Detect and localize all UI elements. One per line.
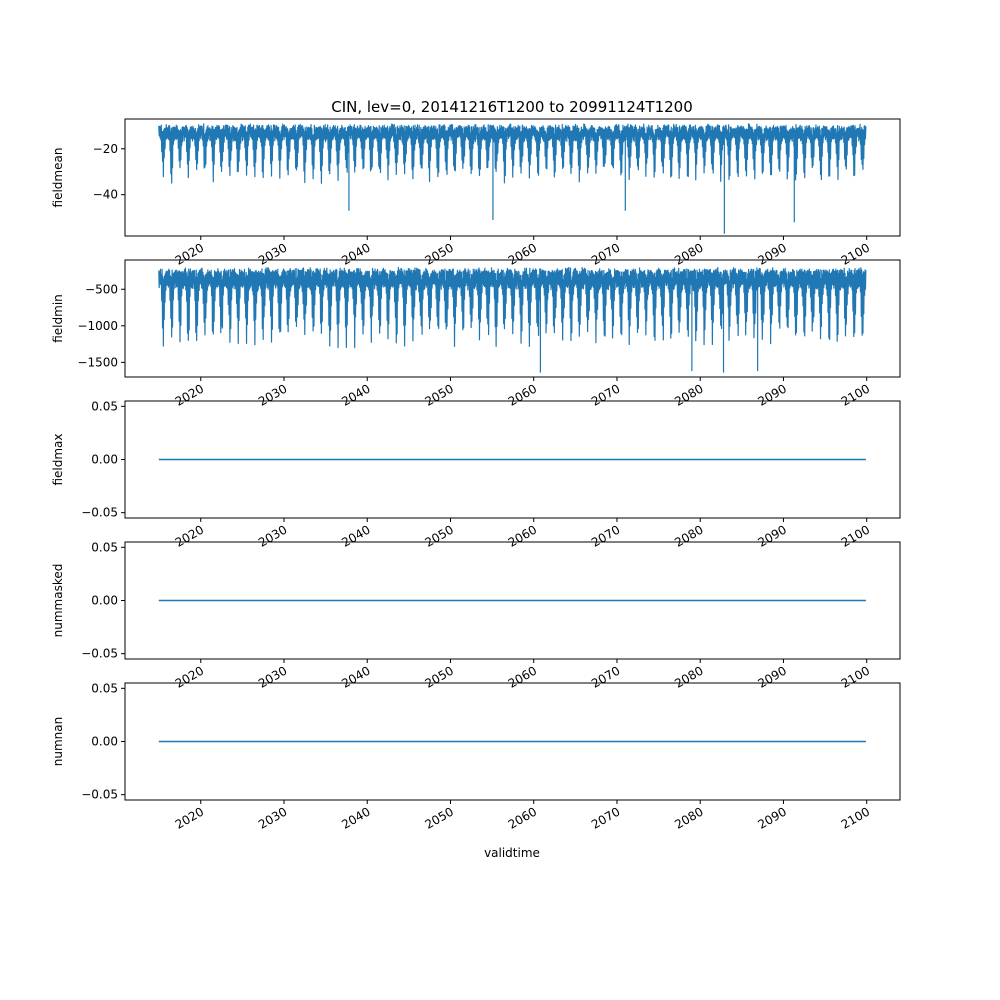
series-line	[158, 123, 867, 234]
y-tick-label: 0.00	[91, 453, 118, 467]
series-line	[158, 266, 867, 373]
y-axis-label: nummasked	[51, 564, 65, 638]
y-tick-label: −0.05	[81, 506, 118, 520]
y-tick-label: −1000	[77, 319, 118, 333]
axes-frame	[124, 259, 901, 378]
y-tick-label: −0.05	[81, 647, 118, 661]
y-tick-label: 0.05	[91, 681, 118, 695]
y-axis-label: numnan	[51, 717, 65, 766]
y-tick-label: 0.00	[91, 594, 118, 608]
y-tick-label: 0.05	[91, 399, 118, 413]
y-tick-label: 0.05	[91, 540, 118, 554]
figure-title: CIN, lev=0, 20141216T1200 to 20991124T12…	[331, 98, 693, 116]
y-axis-label: fieldmax	[51, 433, 65, 485]
y-tick-label: 0.00	[91, 735, 118, 749]
y-axis-label: fieldmean	[51, 148, 65, 208]
axes-frame	[124, 118, 901, 237]
y-axis-label: fieldmin	[51, 294, 65, 343]
y-tick-label: −40	[93, 188, 118, 202]
y-tick-label: −0.05	[81, 788, 118, 802]
y-tick-label: −500	[85, 282, 118, 296]
y-tick-label: −20	[93, 142, 118, 156]
x-axis-label: validtime	[484, 846, 540, 860]
y-tick-label: −1500	[77, 355, 118, 369]
